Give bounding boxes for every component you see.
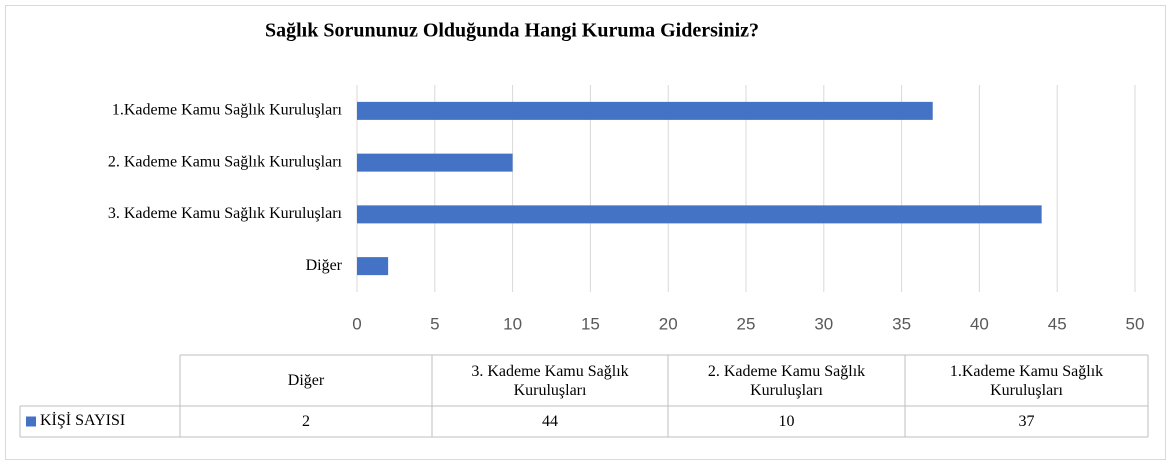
legend-swatch bbox=[26, 416, 36, 427]
table-value: 2 bbox=[180, 406, 432, 437]
bar bbox=[357, 257, 389, 276]
x-tick-label: 50 bbox=[1126, 314, 1145, 333]
y-tick-label: 3. Kademe Kamu Sağlık Kuruluşları bbox=[108, 205, 343, 222]
x-tick-label: 0 bbox=[352, 314, 361, 333]
table-header-text: 1.Kademe Kamu Sağlık Kuruluşları bbox=[949, 362, 1104, 399]
table-value-cell: 44 bbox=[432, 406, 668, 437]
table-value-cell: 10 bbox=[668, 406, 905, 437]
table-value-cell: 2 bbox=[180, 406, 432, 437]
x-tick-label: 10 bbox=[503, 314, 522, 333]
table-header-cell: 3. Kademe Kamu Sağlık Kuruluşları bbox=[432, 355, 668, 406]
x-tick-label: 25 bbox=[737, 314, 756, 333]
chart-border bbox=[5, 5, 1166, 460]
x-tick-label: 45 bbox=[1048, 314, 1067, 333]
x-tick-label: 30 bbox=[814, 314, 833, 333]
table-value-text: 10 bbox=[778, 413, 795, 430]
x-tick-label: 40 bbox=[970, 314, 989, 333]
y-tick-label: 2. Kademe Kamu Sağlık Kuruluşları bbox=[108, 153, 343, 170]
table-header-cell: 2. Kademe Kamu Sağlık Kuruluşları bbox=[668, 355, 905, 406]
x-tick-label: 35 bbox=[892, 314, 911, 333]
chart-title: Sağlık Sorununuz Olduğunda Hangi Kuruma … bbox=[265, 20, 759, 42]
bar bbox=[357, 153, 513, 172]
table-value-text: 44 bbox=[542, 413, 558, 430]
legend-label: KİŞİ SAYISI bbox=[40, 411, 125, 429]
bar bbox=[357, 101, 933, 120]
table-header-text: Diğer bbox=[287, 372, 325, 389]
table-header: 3. Kademe Kamu Sağlık Kuruluşları bbox=[432, 355, 668, 406]
table-header-text: 3. Kademe Kamu Sağlık Kuruluşları bbox=[471, 362, 629, 399]
table-header: 2. Kademe Kamu Sağlık Kuruluşları bbox=[668, 355, 905, 406]
x-tick-label: 15 bbox=[581, 314, 600, 333]
table-value-text: 37 bbox=[1018, 413, 1035, 430]
x-tick-label: 5 bbox=[430, 314, 439, 333]
bar bbox=[357, 205, 1042, 224]
x-tick-label: 20 bbox=[659, 314, 678, 333]
table-header: 1.Kademe Kamu Sağlık Kuruluşları bbox=[905, 355, 1148, 406]
table-value: 10 bbox=[668, 406, 905, 437]
table-value: 37 bbox=[905, 406, 1148, 437]
table-value-cell: 37 bbox=[905, 406, 1148, 437]
table-header-text: 2. Kademe Kamu Sağlık Kuruluşları bbox=[707, 362, 866, 399]
table-value: 44 bbox=[432, 406, 668, 437]
y-tick-label: Diğer bbox=[306, 257, 343, 274]
table-value-text: 2 bbox=[302, 413, 310, 430]
table-header-cell: 1.Kademe Kamu Sağlık Kuruluşları bbox=[905, 355, 1148, 406]
table-header: Diğer bbox=[180, 355, 432, 406]
y-tick-label: 1.Kademe Kamu Sağlık Kuruluşları bbox=[112, 102, 343, 119]
table-header-cell: Diğer bbox=[180, 355, 432, 406]
